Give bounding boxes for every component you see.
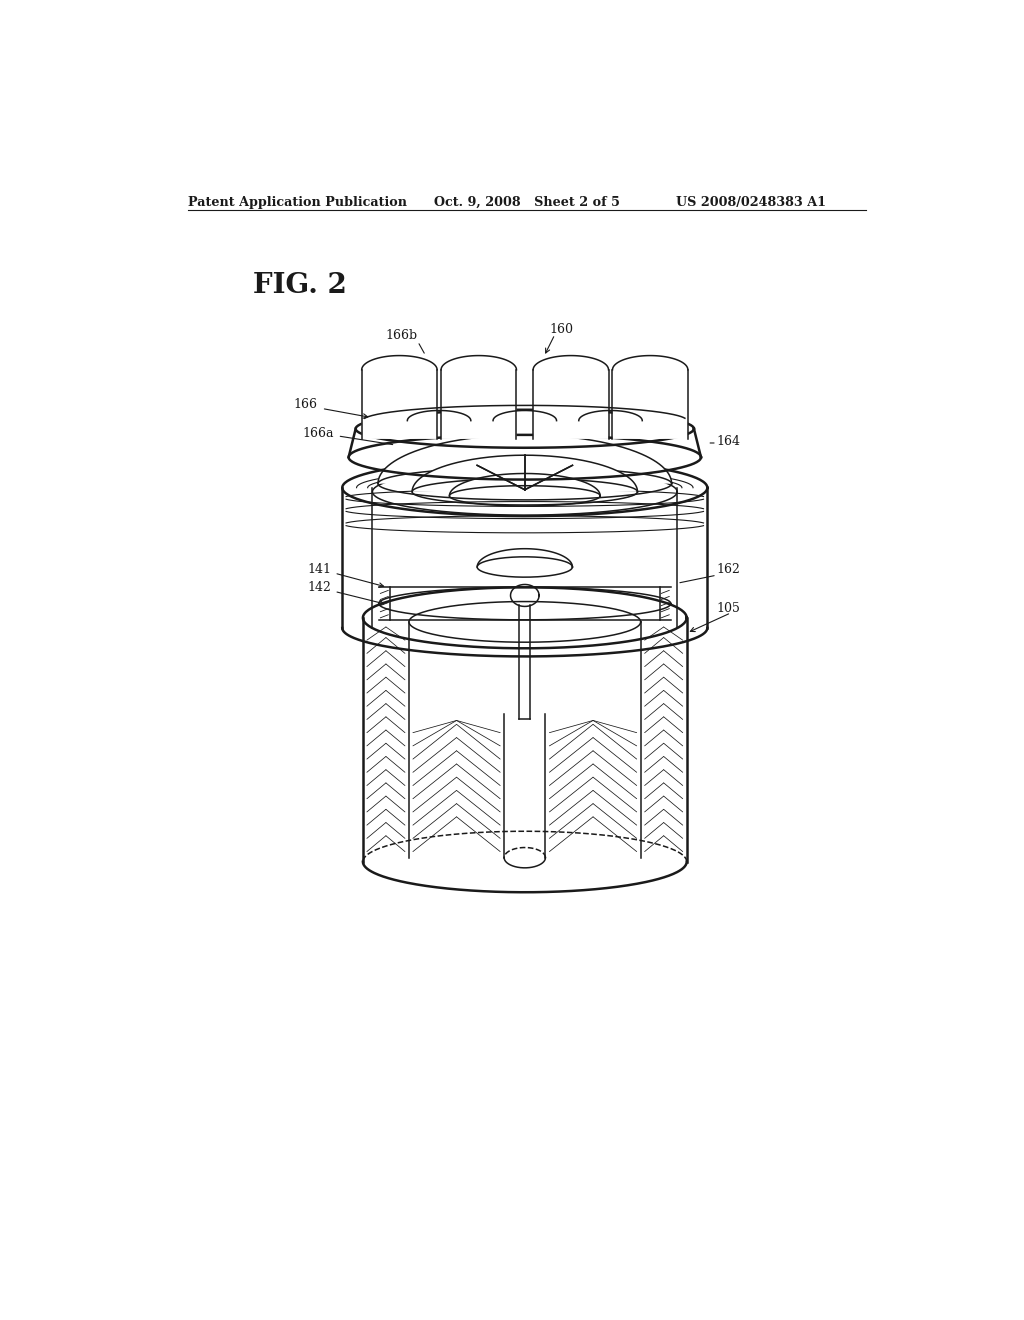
Polygon shape — [412, 455, 638, 492]
Text: 164: 164 — [717, 436, 740, 447]
Polygon shape — [477, 549, 572, 568]
Polygon shape — [361, 355, 437, 440]
Text: 166: 166 — [293, 399, 317, 412]
Text: Oct. 9, 2008   Sheet 2 of 5: Oct. 9, 2008 Sheet 2 of 5 — [433, 197, 620, 209]
Text: FIG. 2: FIG. 2 — [253, 272, 346, 298]
Polygon shape — [441, 355, 516, 440]
Text: 162: 162 — [717, 564, 740, 576]
Text: 105: 105 — [717, 602, 740, 615]
Text: 160: 160 — [550, 323, 573, 337]
Text: 166a: 166a — [303, 426, 334, 440]
Text: Patent Application Publication: Patent Application Publication — [187, 197, 407, 209]
Polygon shape — [612, 355, 688, 440]
Polygon shape — [378, 434, 672, 483]
Text: 142: 142 — [307, 581, 331, 594]
Text: 166b: 166b — [386, 329, 418, 342]
Text: 141: 141 — [307, 564, 332, 576]
Polygon shape — [534, 355, 608, 440]
Polygon shape — [450, 474, 600, 496]
Text: US 2008/0248383 A1: US 2008/0248383 A1 — [676, 197, 825, 209]
